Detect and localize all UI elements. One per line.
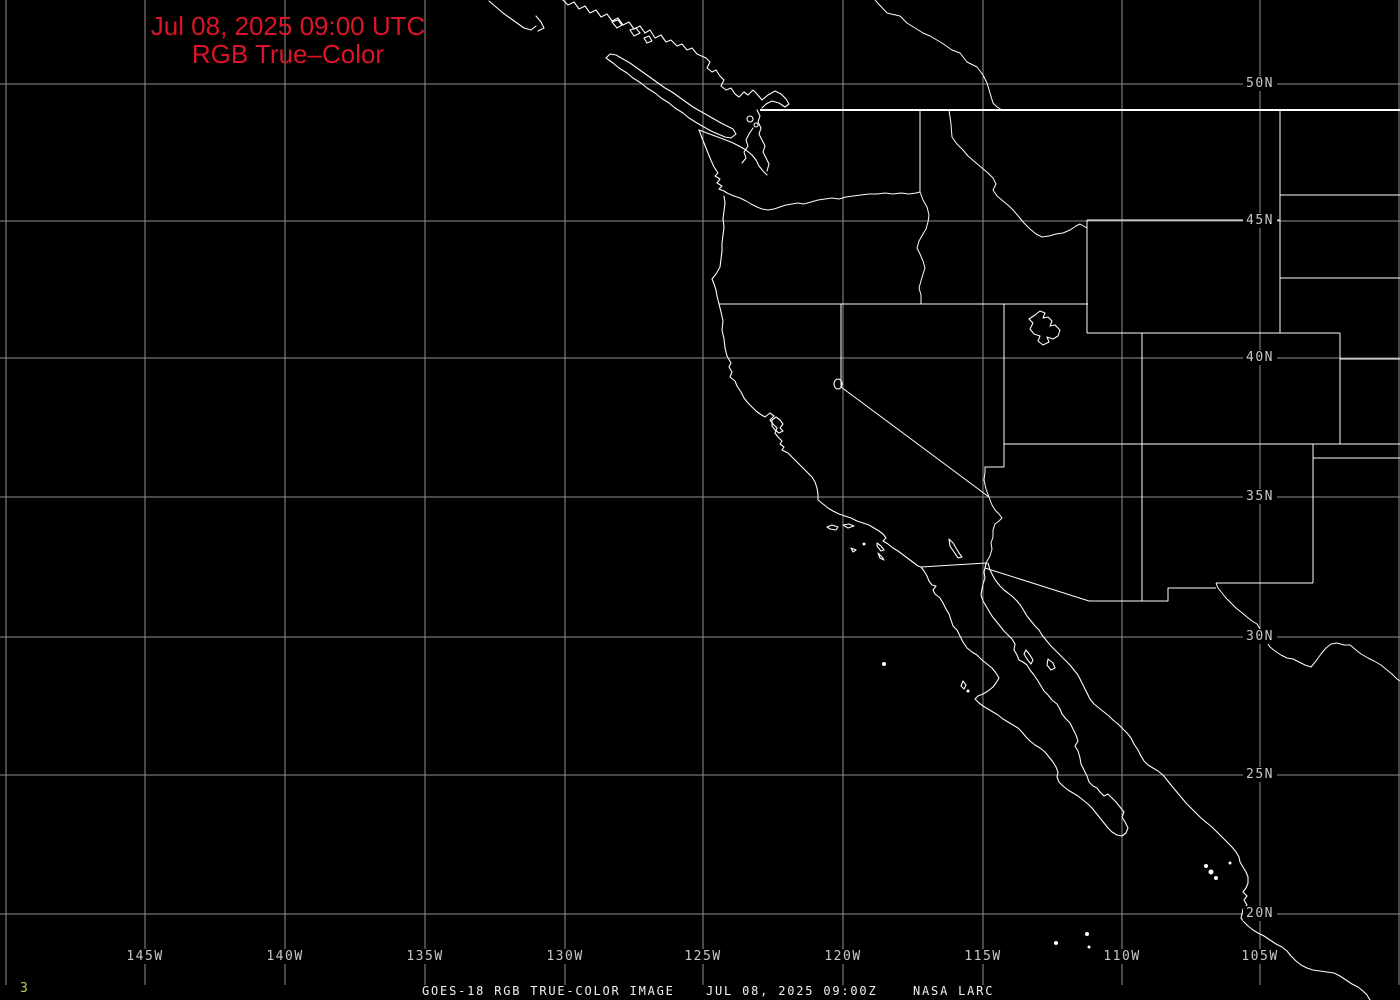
british-columbia-coastline xyxy=(488,0,790,109)
lon-label-120w: 120W xyxy=(821,949,865,964)
lon-label-105w: 105W xyxy=(1238,949,1282,964)
lat-label-40n: 40N xyxy=(1243,350,1277,365)
lon-label-110w: 110W xyxy=(1100,949,1144,964)
lat-label-20n: 20N xyxy=(1243,906,1277,921)
caption-datetime: JUL 08, 2025 09:00Z xyxy=(706,984,878,998)
bc-alberta-border xyxy=(874,0,1003,111)
idaho-borders xyxy=(916,109,1088,304)
image-title-product: RGB True–Color xyxy=(191,39,385,69)
lon-label-145w: 145W xyxy=(123,949,167,964)
frame-number: 3 xyxy=(20,981,28,996)
vancouver-island-coastline xyxy=(605,53,759,139)
lon-label-125w: 125W xyxy=(681,949,725,964)
lat-label-25n: 25N xyxy=(1243,767,1277,782)
lon-label-140w: 140W xyxy=(263,949,307,964)
lat-label-35n: 35N xyxy=(1243,489,1277,504)
baja-california-coastline xyxy=(920,566,1129,837)
washington-oregon-border xyxy=(726,191,921,211)
caption-credit: NASA LARC xyxy=(913,984,995,998)
pacific-coastline xyxy=(711,195,922,568)
caption-product: GOES-18 RGB TRUE-COLOR IMAGE xyxy=(422,984,675,998)
image-title: Jul 08, 2025 09:00 UTC RGB True–Color xyxy=(138,12,438,68)
rio-grande-border xyxy=(1215,582,1400,682)
lon-label-115w: 115W xyxy=(961,949,1005,964)
lat-label-50n: 50N xyxy=(1243,76,1277,91)
image-title-datetime: Jul 08, 2025 09:00 UTC xyxy=(150,11,426,41)
us-mexico-border xyxy=(920,562,1216,602)
state-borders xyxy=(719,110,1400,601)
washington-coastline xyxy=(698,109,770,194)
lon-label-130w: 130W xyxy=(543,949,587,964)
lakes xyxy=(833,310,1061,559)
mexico-mainland-coastline xyxy=(987,562,1371,1000)
lon-label-135w: 135W xyxy=(403,949,447,964)
lat-label-45n: 45N xyxy=(1243,213,1277,228)
lat-label-30n: 30N xyxy=(1243,629,1277,644)
islands xyxy=(826,523,1232,949)
